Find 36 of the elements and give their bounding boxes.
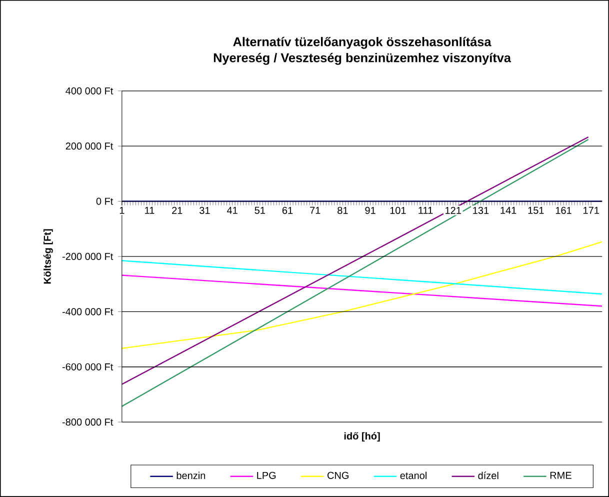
legend-label: CNG (328, 472, 348, 479)
chart-title: Alternatív tüzelőanyagok összehasonlítása (233, 36, 492, 49)
x-tick-label: 11 (145, 206, 154, 214)
x-tick-label: 111 (418, 206, 433, 214)
x-tick-label: 81 (338, 206, 348, 214)
x-tick-label: 141 (500, 206, 516, 214)
x-tick-label: 61 (282, 206, 293, 214)
y-tick-label: 0 Ft (96, 198, 114, 205)
x-tick-label: 51 (254, 206, 265, 214)
x-axis-title: idő [hó] (344, 432, 380, 442)
x-tick-label: 1 (120, 206, 124, 214)
y-tick-label: -800 000 Ft (62, 418, 114, 426)
x-tick-label: 171 (584, 206, 599, 214)
x-tick-label: 131 (473, 206, 489, 214)
x-tick-label: 21 (172, 206, 182, 214)
y-tick-label: -400 000 Ft (62, 308, 114, 316)
x-tick-label: 71 (310, 206, 320, 214)
legend-label: dízel (478, 472, 498, 480)
chart-subtitle: Nyereség / Veszteség benzinüzemhez viszonyítva (214, 52, 512, 65)
y-tick-label: -600 000 Ft (62, 363, 114, 370)
y-tick-label: -200 000 Ft (62, 252, 114, 260)
legend-label: benzin (176, 472, 206, 480)
y-axis-title: Költség [Ft] (43, 229, 53, 284)
x-tick-label: 91 (365, 206, 376, 214)
x-tick-label: 151 (528, 206, 544, 214)
legend-label: LPG (257, 472, 276, 479)
x-tick-label: 121 (446, 206, 461, 214)
y-tick-label: 200 000 Ft (66, 142, 114, 150)
x-tick-label: 101 (390, 206, 406, 214)
line-series (122, 241, 602, 349)
x-tick-label: 161 (556, 206, 572, 214)
x-tick-label: 31 (200, 206, 210, 214)
legend-label: etanol (400, 472, 426, 480)
legend-label: RME (550, 472, 572, 479)
x-tick-label: 41 (226, 206, 238, 214)
y-tick-label: 400 000 Ft (66, 87, 114, 94)
